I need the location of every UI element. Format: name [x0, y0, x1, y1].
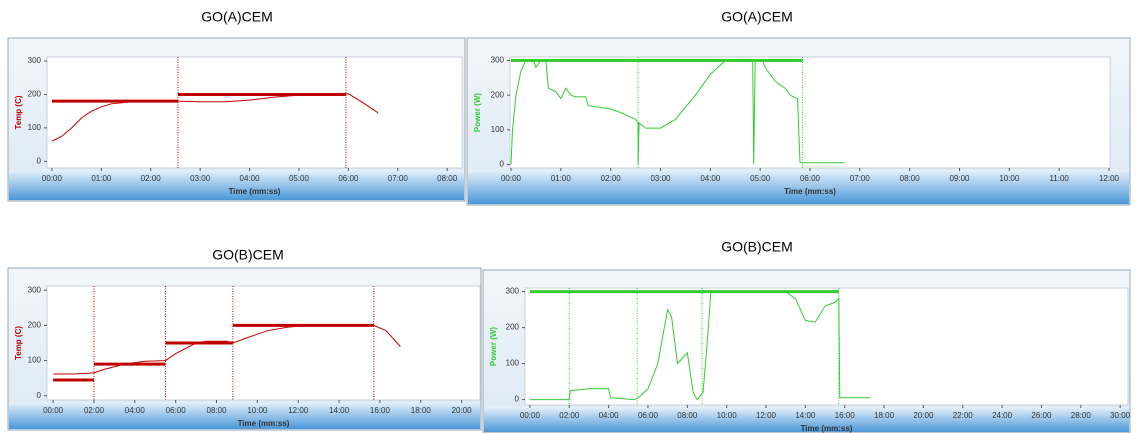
- y-tick-label: 100: [491, 125, 505, 134]
- x-tick-label: 20:00: [913, 411, 934, 420]
- chart-title: GO(A)CEM: [721, 9, 793, 25]
- y-tick-label: 100: [28, 123, 42, 132]
- x-tick-label: 22:00: [953, 411, 974, 420]
- x-tick-label: 01:00: [551, 174, 572, 183]
- x-tick-label: 04:00: [700, 174, 721, 183]
- x-axis-label: Time (mm:ss): [801, 424, 853, 433]
- axis-strip: [9, 170, 464, 200]
- chart-title: GO(A)CEM: [201, 9, 273, 25]
- y-tick-label: 300: [506, 287, 520, 296]
- y-tick-label: 300: [491, 56, 505, 65]
- x-tick-label: 07:00: [850, 174, 871, 183]
- x-tick-label: 10:00: [999, 174, 1020, 183]
- x-tick-label: 06:00: [166, 406, 187, 415]
- data-line: [510, 59, 845, 165]
- x-tick-label: 10:00: [717, 411, 738, 420]
- y-tick-label: 0: [37, 391, 42, 400]
- x-tick-label: 06:00: [638, 411, 659, 420]
- x-axis-label: Time (mm:ss): [238, 419, 290, 428]
- y-tick-label: 0: [515, 395, 520, 404]
- x-tick-label: 28:00: [1071, 411, 1092, 420]
- x-tick-label: 08:00: [207, 406, 228, 415]
- x-tick-label: 14:00: [329, 406, 350, 415]
- y-tick-label: 200: [28, 90, 42, 99]
- x-tick-label: 08:00: [437, 174, 458, 183]
- x-tick-label: 12:00: [1099, 174, 1120, 183]
- x-tick-label: 01:00: [91, 174, 112, 183]
- x-tick-label: 05:00: [289, 174, 310, 183]
- y-tick-label: 0: [37, 156, 42, 165]
- plot-area: [524, 287, 1129, 406]
- x-tick-label: 00:00: [501, 174, 522, 183]
- x-axis-label: Time (mm:ss): [229, 187, 281, 196]
- y-tick-label: 200: [491, 90, 505, 99]
- x-tick-label: 02:00: [559, 411, 580, 420]
- x-tick-label: 18:00: [411, 406, 432, 415]
- x-tick-label: 03:00: [650, 174, 671, 183]
- data-line: [51, 93, 379, 142]
- y-tick-label: 300: [28, 285, 42, 294]
- axis-strip: [484, 407, 1129, 432]
- chart-title: GO(B)CEM: [212, 247, 284, 263]
- y-tick-label: 300: [28, 56, 42, 65]
- x-tick-label: 20:00: [452, 406, 473, 415]
- x-tick-label: 04:00: [240, 174, 261, 183]
- x-tick-label: 16:00: [835, 411, 856, 420]
- x-tick-label: 04:00: [125, 406, 146, 415]
- x-tick-label: 05:00: [750, 174, 771, 183]
- x-tick-label: 11:00: [1049, 174, 1069, 183]
- y-tick-label: 0: [500, 160, 505, 169]
- x-axis-label: Time (mm:ss): [784, 187, 836, 196]
- x-tick-label: 04:00: [599, 411, 620, 420]
- x-tick-label: 06:00: [338, 174, 359, 183]
- x-tick-label: 03:00: [190, 174, 211, 183]
- x-tick-label: 12:00: [288, 406, 309, 415]
- x-tick-label: 09:00: [949, 174, 970, 183]
- x-tick-label: 02:00: [601, 174, 622, 183]
- chart-title: GO(B)CEM: [721, 239, 793, 255]
- data-line: [53, 323, 374, 382]
- plot-area: [46, 56, 463, 169]
- x-tick-label: 18:00: [874, 411, 895, 420]
- y-axis-label: Power (W): [489, 327, 498, 366]
- y-axis-label: Power (W): [473, 93, 482, 132]
- x-tick-label: 07:00: [388, 174, 409, 183]
- x-tick-label: 02:00: [141, 174, 162, 183]
- data-line: [529, 291, 871, 401]
- x-tick-label: 26:00: [1031, 411, 1052, 420]
- axis-strip: [468, 170, 1129, 204]
- y-tick-label: 200: [506, 323, 520, 332]
- x-tick-label: 30:00: [1110, 411, 1131, 420]
- x-tick-label: 10:00: [247, 406, 268, 415]
- y-axis-label: Temp (C): [14, 326, 23, 360]
- x-tick-label: 08:00: [677, 411, 698, 420]
- x-tick-label: 14:00: [795, 411, 816, 420]
- x-tick-label: 00:00: [43, 406, 64, 415]
- x-tick-label: 16:00: [370, 406, 391, 415]
- plot-area: [46, 285, 481, 401]
- plot-area: [509, 56, 1111, 169]
- x-tick-label: 08:00: [900, 174, 921, 183]
- x-tick-label: 06:00: [800, 174, 821, 183]
- y-tick-label: 200: [28, 321, 42, 330]
- y-axis-label: Temp (C): [14, 95, 23, 129]
- data-line: [53, 324, 401, 375]
- x-tick-label: 24:00: [992, 411, 1013, 420]
- y-tick-label: 100: [28, 356, 42, 365]
- axis-strip: [9, 402, 480, 429]
- x-tick-label: 02:00: [84, 406, 105, 415]
- y-tick-label: 100: [506, 359, 520, 368]
- x-tick-label: 00:00: [520, 411, 541, 420]
- x-tick-label: 12:00: [756, 411, 777, 420]
- x-tick-label: 00:00: [42, 174, 63, 183]
